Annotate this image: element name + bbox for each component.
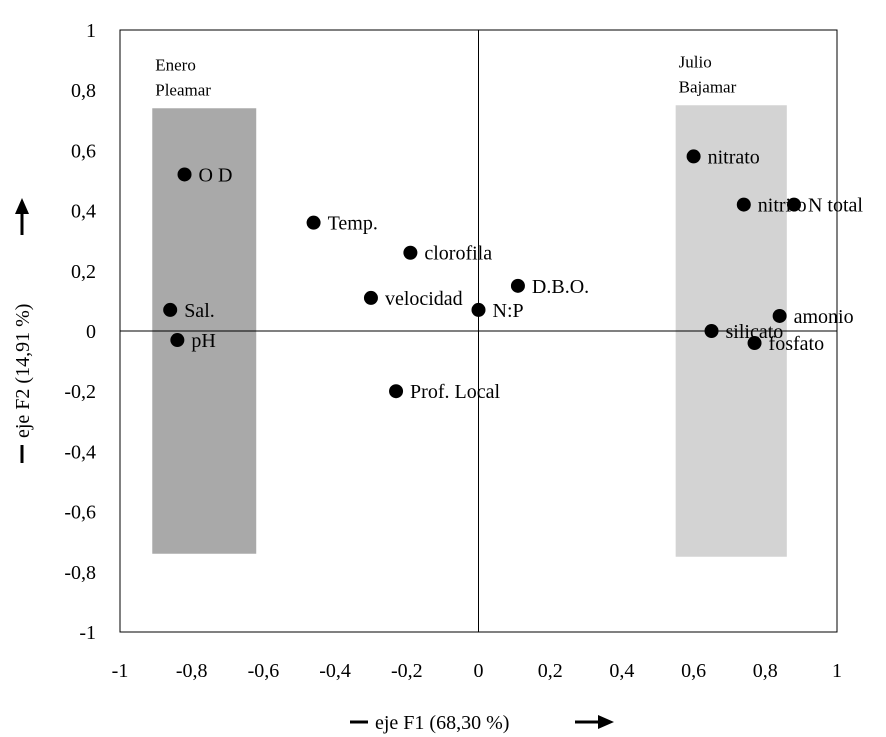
data-point-label: N total [808, 195, 863, 217]
data-point-label: silicato [726, 321, 784, 343]
y-tick-label: -0,2 [64, 381, 96, 403]
y-axis-title-group: eje F2 (14,91 %) [12, 198, 34, 463]
data-point-label: D.B.O. [532, 276, 589, 298]
data-point [170, 333, 185, 348]
region-1-label-line1: Julio [679, 52, 712, 71]
y-axis-title: eje F2 (14,91 %) [12, 304, 34, 438]
x-tick-label: 0,2 [538, 660, 563, 682]
x-axis-arrow-icon [598, 715, 614, 729]
data-point [747, 336, 762, 351]
data-point [686, 149, 701, 164]
data-point-label: amonio [794, 306, 854, 328]
x-tick-label: -0,6 [248, 660, 280, 682]
x-tick-labels: -1 -0,8 -0,6 -0,4 -0,2 0 0,2 0,4 0,6 0,8 1 [112, 660, 842, 682]
y-tick-label: -0,8 [64, 562, 96, 584]
data-point-label: O D [199, 164, 233, 186]
y-tick-label: 1 [86, 20, 96, 42]
y-tick-label: 0,6 [71, 140, 96, 162]
x-tick-label: -0,8 [176, 660, 208, 682]
x-axis-title-group: eje F1 (68,30 %) [350, 712, 614, 734]
y-axis-arrow-icon [15, 198, 29, 214]
y-tick-label: 0 [86, 321, 96, 343]
y-tick-label: -0,6 [64, 502, 96, 524]
data-point-label: fosfato [769, 333, 825, 355]
y-tick-label: -1 [79, 622, 96, 644]
data-point [177, 167, 192, 182]
x-tick-label: -1 [112, 660, 129, 682]
data-points: O D Temp. clorofila velocidad D.B.O. N:P Sal. p… [163, 146, 863, 403]
data-point-label: Prof. Local [410, 381, 500, 403]
x-tick-label: 0,8 [753, 660, 778, 682]
x-axis-title: eje F1 (68,30 %) [375, 712, 509, 734]
data-point-label: clorofila [424, 243, 492, 265]
data-point [736, 197, 751, 212]
y-tick-label: 0,2 [71, 261, 96, 283]
x-tick-label: 0,4 [609, 660, 634, 682]
x-tick-label: 0 [474, 660, 484, 682]
x-tick-label: 0,6 [681, 660, 706, 682]
data-point-label: nitrato [708, 146, 760, 168]
data-point-label: Sal. [184, 300, 215, 322]
data-point [403, 245, 418, 260]
data-point [786, 197, 801, 212]
y-tick-label: 0,4 [71, 201, 96, 223]
data-point [704, 324, 719, 338]
data-point [389, 384, 404, 399]
data-point [772, 308, 787, 323]
data-point [163, 302, 178, 317]
data-point-label: Temp. [328, 213, 378, 235]
region-0-label-line2: Pleamar [155, 80, 211, 99]
region-0-label-line1: Enero [155, 55, 196, 74]
y-tick-label: -0,4 [64, 441, 96, 463]
x-tick-label: -0,4 [319, 660, 351, 682]
y-tick-label: 0,8 [71, 80, 96, 102]
data-point [510, 278, 525, 293]
data-point [471, 302, 486, 317]
data-point-label: velocidad [385, 288, 463, 310]
regions: Enero Pleamar Julio Bajamar [152, 52, 787, 557]
region-1-label-line2: Bajamar [679, 77, 737, 96]
data-point-label: N:P [493, 300, 524, 322]
x-tick-label: -0,2 [391, 660, 423, 682]
data-point [363, 290, 378, 305]
data-point [306, 215, 321, 230]
y-tick-labels: 1 0,8 0,6 0,4 0,2 0 -0,2 -0,4 -0,6 -0,8 -1 [64, 20, 96, 644]
data-point-label: pH [191, 330, 215, 352]
x-tick-label: 1 [832, 660, 842, 682]
